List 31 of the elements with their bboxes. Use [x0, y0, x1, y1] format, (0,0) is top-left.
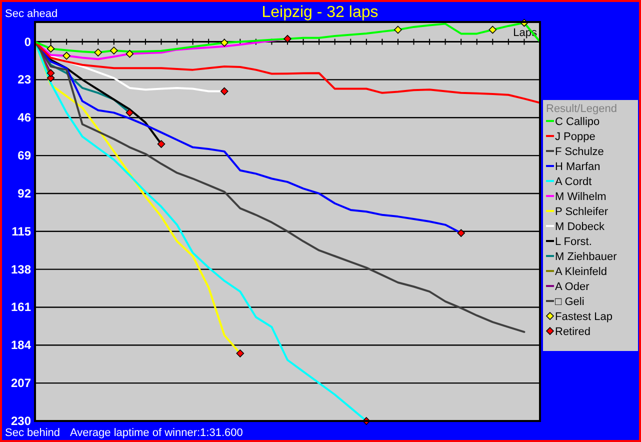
- text: Sec behind: [5, 427, 60, 439]
- legend-title: Result/Legend: [546, 103, 617, 115]
- legend-label: M Ziehbauer: [555, 251, 618, 263]
- y-tick-label: 207: [10, 376, 32, 390]
- y-tick-label: 161: [10, 300, 32, 314]
- legend-label: M Dobeck: [555, 221, 606, 233]
- legend-label: H Marfan: [555, 161, 600, 173]
- legend-label: A Kleinfeld: [555, 266, 607, 278]
- y-tick-label: 138: [10, 262, 32, 276]
- legend-label: A Cordt: [555, 176, 592, 188]
- legend-label: P Schleifer: [555, 206, 608, 218]
- y-tick-label: 230: [10, 414, 32, 428]
- legend-label: F Schulze: [555, 146, 604, 158]
- y-tick-label: 115: [12, 224, 32, 238]
- legend-label: □ Geli: [555, 296, 584, 308]
- chart-title: Leipzig - 32 laps: [262, 4, 378, 21]
- legend-label: C Callipo: [555, 116, 600, 128]
- legend-label: L Forst.: [555, 236, 592, 248]
- legend-label: A Oder: [555, 281, 590, 293]
- y-tick-label: 69: [18, 148, 32, 163]
- legend-label: Fastest Lap: [555, 311, 612, 323]
- y-tick-label: 92: [18, 186, 32, 200]
- legend-label: M Wilhelm: [555, 191, 606, 203]
- y-tick-label: 46: [18, 110, 32, 125]
- text: Average laptime of winner:1:31.600: [70, 427, 243, 439]
- y-tick-label: 184: [10, 338, 32, 352]
- y-tick-label: 23: [18, 72, 32, 87]
- legend-label: Retired: [555, 326, 590, 338]
- y-tick-label: 0: [24, 34, 32, 49]
- y-axis-title: Sec ahead: [5, 8, 58, 20]
- legend-label: J Poppe: [555, 131, 596, 143]
